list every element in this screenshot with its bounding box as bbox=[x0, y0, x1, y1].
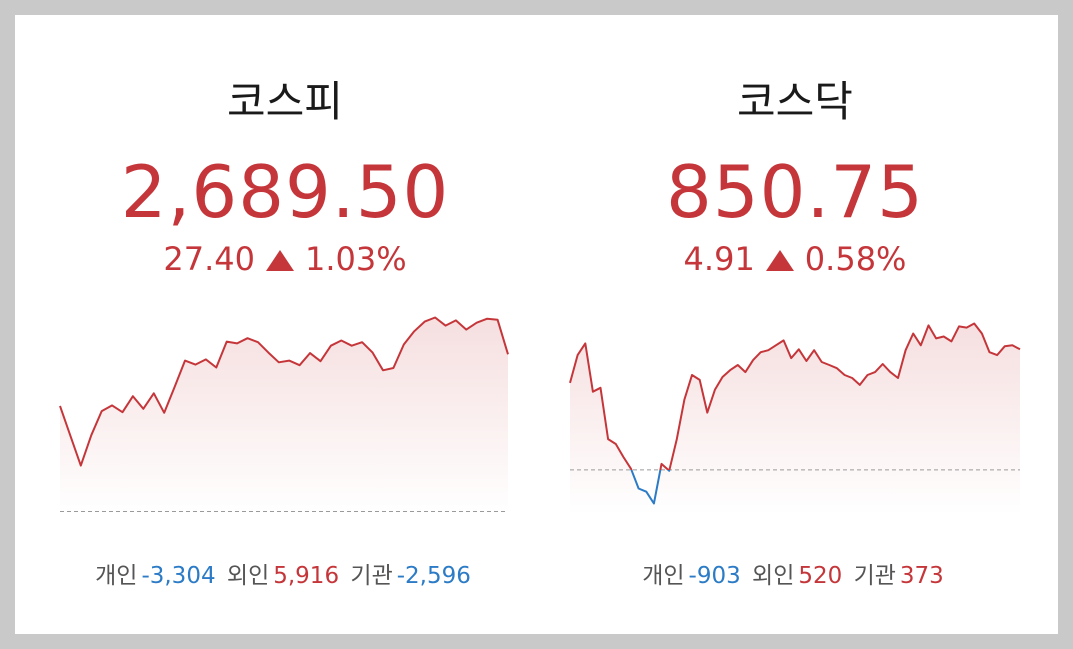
flow-label: 개인 bbox=[95, 563, 138, 589]
flow-amount: -3,304 bbox=[141, 563, 216, 589]
index-change: 4.91 0.58% bbox=[535, 239, 1055, 279]
up-arrow bbox=[765, 250, 794, 271]
flow-label: 기관 bbox=[853, 563, 896, 589]
change-percent: 0.58% bbox=[804, 240, 907, 278]
index-change: 27.40 1.03% bbox=[25, 239, 545, 279]
index-card[interactable]: 코스피 2,689.50 27.40 1.03% 개인 -3,304 외인 5,916… bbox=[25, 15, 545, 634]
up-arrow bbox=[265, 250, 294, 271]
flow-amount: -2,596 bbox=[396, 563, 471, 589]
change-points: 4.91 bbox=[683, 240, 755, 278]
flow-amount: -903 bbox=[688, 563, 741, 589]
index-card[interactable]: 코스닥 850.75 4.91 0.58% 개인 -903 외인 520 기관 373 bbox=[535, 15, 1055, 634]
price-area bbox=[570, 323, 1020, 515]
investor-flows: 개인 -903 외인 520 기관 373 bbox=[535, 559, 1055, 593]
flow-amount: 373 bbox=[899, 563, 944, 589]
price-line bbox=[59, 316, 509, 467]
price-line bbox=[569, 322, 1021, 505]
charts bbox=[59, 316, 1021, 515]
flow-label: 기관 bbox=[350, 563, 393, 589]
index-name: 코스피 bbox=[227, 77, 343, 126]
flow-label: 외인 bbox=[752, 563, 795, 589]
flow-amount: 520 bbox=[798, 563, 843, 589]
flow-amount: 5,916 bbox=[273, 563, 340, 589]
index-price: 2,689.50 bbox=[120, 150, 450, 234]
index-price: 850.75 bbox=[666, 150, 924, 234]
investor-flows: 개인 -3,304 외인 5,916 기관 -2,596 bbox=[25, 559, 545, 593]
change-points: 27.40 bbox=[163, 240, 255, 278]
flow-label: 외인 bbox=[226, 563, 270, 589]
market-panel: 코스피 2,689.50 27.40 1.03% 개인 -3,304 외인 5,916… bbox=[15, 15, 1058, 634]
flow-label: 개인 bbox=[642, 563, 685, 589]
price-area bbox=[60, 317, 508, 515]
index-name: 코스닥 bbox=[737, 77, 853, 126]
change-percent: 1.03% bbox=[304, 240, 407, 278]
